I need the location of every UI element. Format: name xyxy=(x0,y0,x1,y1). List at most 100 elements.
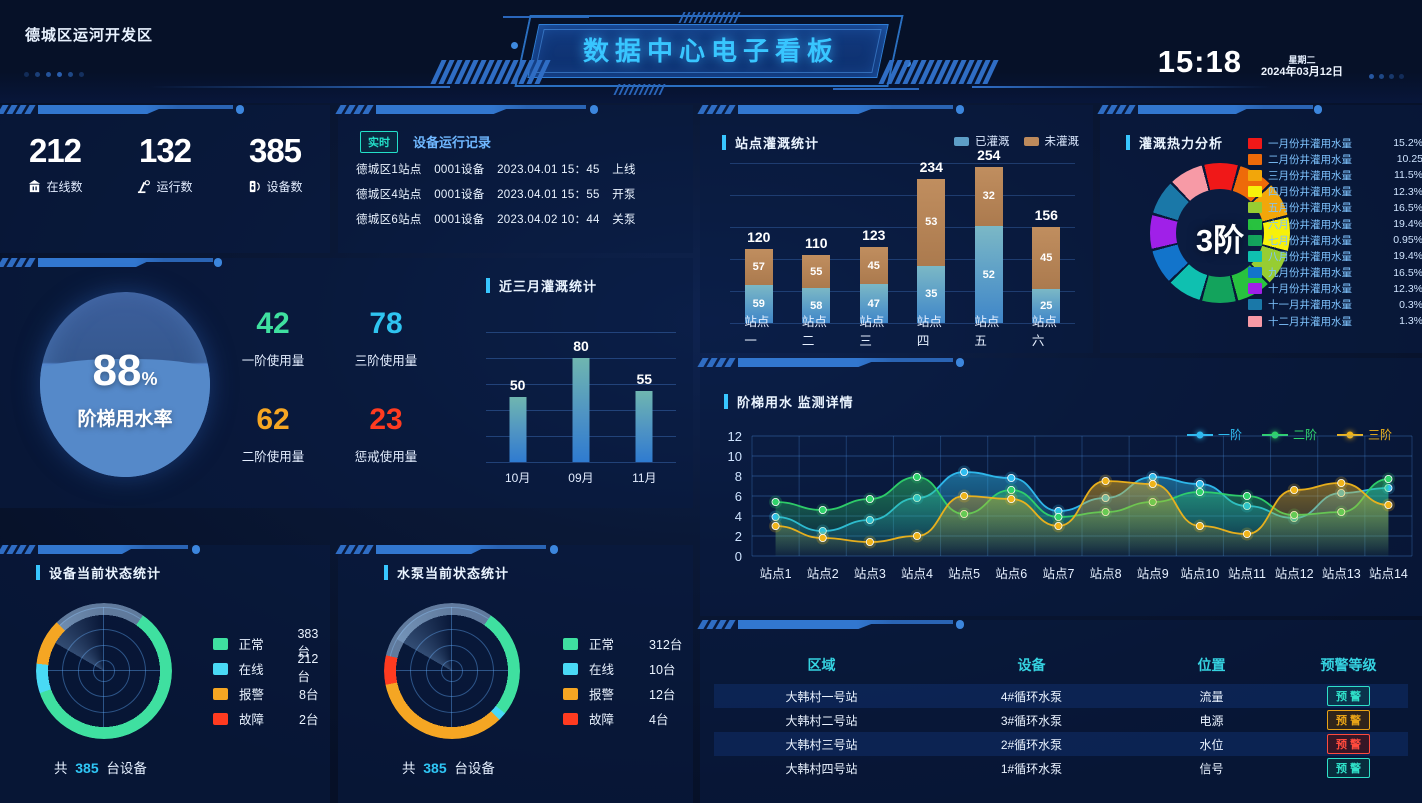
log-station: 德城区4站点 xyxy=(356,189,422,201)
legend-item[interactable]: 三阶 xyxy=(1336,426,1392,443)
segment-value: 45 xyxy=(867,259,880,272)
bar-column[interactable]: 80 09月 xyxy=(549,332,612,485)
data-point[interactable] xyxy=(1054,512,1063,521)
data-point[interactable] xyxy=(1195,480,1204,489)
panel-dot xyxy=(1314,105,1322,114)
legend-swatch xyxy=(1248,299,1262,311)
data-point[interactable] xyxy=(1243,529,1252,538)
data-point[interactable] xyxy=(818,533,827,542)
legend-row[interactable]: 正常 312台 xyxy=(563,631,682,656)
stacked-bar-column[interactable]: 156 45 25 站点六 xyxy=(1018,163,1076,348)
legend-value: 19.4% xyxy=(1393,250,1422,263)
legend-swatch xyxy=(213,712,228,725)
usage-tier1: 42 一阶使用量 xyxy=(218,306,328,369)
legend-row[interactable]: 九月份井灌用水量 16.5% xyxy=(1248,265,1422,281)
legend-row[interactable]: 四月份井灌用水量 12.3% xyxy=(1248,184,1422,200)
data-point[interactable] xyxy=(1384,475,1393,484)
data-point[interactable] xyxy=(1195,521,1204,530)
data-point[interactable] xyxy=(1007,474,1016,483)
legend-value: 19.4% xyxy=(1393,218,1422,231)
panel-bar xyxy=(738,358,953,367)
legend-row[interactable]: 在线 212台 xyxy=(213,652,330,684)
legend-row[interactable]: 报警 8台 xyxy=(213,681,330,706)
data-point[interactable] xyxy=(1101,477,1110,486)
data-point[interactable] xyxy=(960,491,969,500)
legend-item[interactable]: 二阶 xyxy=(1261,426,1317,443)
kpi-label: 运行数 xyxy=(156,180,193,194)
panel-bar xyxy=(738,620,953,629)
legend-row[interactable]: 正常 383台 xyxy=(213,627,330,659)
bar-total: 156 xyxy=(1034,207,1058,223)
table-row[interactable]: 大韩村三号站 2#循环水泵 水位 预 警 xyxy=(714,732,1408,756)
site-name: 德城区运河开发区 xyxy=(25,27,154,44)
legend-swatch xyxy=(1248,186,1262,198)
bar-total: 254 xyxy=(977,146,1001,163)
panel-header-deco xyxy=(1097,105,1422,115)
legend-item-not-irrigated[interactable]: 未灌溉 xyxy=(1023,133,1079,149)
legend-row[interactable]: 一月份井灌用水量 15.2% xyxy=(1248,135,1422,151)
bar-column[interactable]: 50 10月 xyxy=(486,332,549,485)
legend-swatch xyxy=(563,637,578,650)
table-row[interactable]: 大韩村四号站 1#循环水泵 信号 预 警 xyxy=(714,756,1408,780)
legend-row[interactable]: 十月份井灌用水量 12.3% xyxy=(1248,281,1422,297)
data-point[interactable] xyxy=(1337,479,1346,488)
gridline xyxy=(486,462,676,463)
data-point[interactable] xyxy=(1195,487,1204,496)
data-point[interactable] xyxy=(1007,494,1016,503)
pump-status-legend: 正常 312台 在线 10台 报警 12台 故障 4台 xyxy=(563,631,682,731)
data-point[interactable] xyxy=(1054,521,1063,530)
legend-swatch xyxy=(213,637,228,650)
data-point[interactable] xyxy=(1290,485,1299,494)
data-point[interactable] xyxy=(1384,500,1393,509)
data-point[interactable] xyxy=(771,497,780,506)
legend-dot xyxy=(1346,431,1354,438)
bar-column[interactable]: 55 11月 xyxy=(613,332,676,486)
data-point[interactable] xyxy=(1243,491,1252,500)
legend-row[interactable]: 十一月井灌用水量 0.3% xyxy=(1248,297,1422,313)
legend-row[interactable]: 故障 2台 xyxy=(213,706,330,731)
kpi-value: 212 xyxy=(28,132,82,169)
legend-item[interactable]: 一阶 xyxy=(1186,426,1242,443)
stacked-bar-column[interactable]: 120 57 59 站点一 xyxy=(730,163,788,348)
stacked-bar-column[interactable]: 110 55 58 站点二 xyxy=(788,163,846,348)
legend-row[interactable]: 七月份井灌用水量 0.95% xyxy=(1248,232,1422,248)
list-item[interactable]: 德城区1站点 0001设备 2023.04.01 15：45 上线 xyxy=(356,158,676,183)
legend-item-irrigated[interactable]: 已灌溉 xyxy=(954,133,1010,149)
legend-row[interactable]: 六月份井灌用水量 19.4% xyxy=(1248,216,1422,232)
legend-row[interactable]: 在线 10台 xyxy=(563,656,682,681)
stacked-bar-column[interactable]: 254 32 52 站点五 xyxy=(960,147,1018,348)
panel-title-text: 站点灌溉统计 xyxy=(735,136,820,151)
cell-area: 大韩村三号站 xyxy=(785,737,858,752)
data-point[interactable] xyxy=(818,505,827,514)
data-point[interactable] xyxy=(865,537,874,546)
legend-value: 15.2% xyxy=(1393,137,1422,150)
data-point[interactable] xyxy=(865,494,874,503)
legend-line xyxy=(1186,431,1213,438)
title-marker-icon xyxy=(1126,135,1130,150)
table-row[interactable]: 大韩村二号站 3#循环水泵 电源 预 警 xyxy=(714,708,1408,732)
legend-row[interactable]: 十二月井灌用水量 1.3% xyxy=(1248,313,1422,329)
data-point[interactable] xyxy=(1007,485,1016,494)
stacked-bar-column[interactable]: 234 53 35 站点四 xyxy=(903,159,961,348)
legend-row[interactable]: 报警 12台 xyxy=(563,681,682,706)
table-row[interactable]: 大韩村一号站 4#循环水泵 流量 预 警 xyxy=(714,684,1408,708)
data-point[interactable] xyxy=(912,531,921,540)
data-point[interactable] xyxy=(1148,480,1157,489)
stacked-bar-column[interactable]: 123 45 47 站点三 xyxy=(845,163,903,348)
legend-row[interactable]: 五月份井灌用水量 16.5% xyxy=(1248,200,1422,216)
data-point[interactable] xyxy=(960,468,969,477)
legend-row[interactable]: 二月份井灌用水量 10.25 xyxy=(1248,151,1422,167)
legend-row[interactable]: 三月份井灌用水量 11.5% xyxy=(1248,167,1422,183)
list-item[interactable]: 德城区4站点 0001设备 2023.04.01 15：55 开泵 xyxy=(356,183,676,208)
legend-row[interactable]: 八月份井灌用水量 19.4% xyxy=(1248,248,1422,264)
legend-label: 二月份井灌用水量 xyxy=(1268,153,1352,166)
panel-dot xyxy=(590,105,598,114)
data-point[interactable] xyxy=(771,521,780,530)
legend-label: 七月份井灌用水量 xyxy=(1268,234,1352,247)
legend-value: 212台 xyxy=(297,652,319,684)
header-rule-left xyxy=(150,86,450,88)
x-axis-tick: 站点3 xyxy=(854,567,886,581)
list-item[interactable]: 德城区6站点 0001设备 2023.04.02 10：44 关泵 xyxy=(356,208,676,233)
legend-row[interactable]: 故障 4台 xyxy=(563,706,682,731)
data-point[interactable] xyxy=(912,473,921,482)
